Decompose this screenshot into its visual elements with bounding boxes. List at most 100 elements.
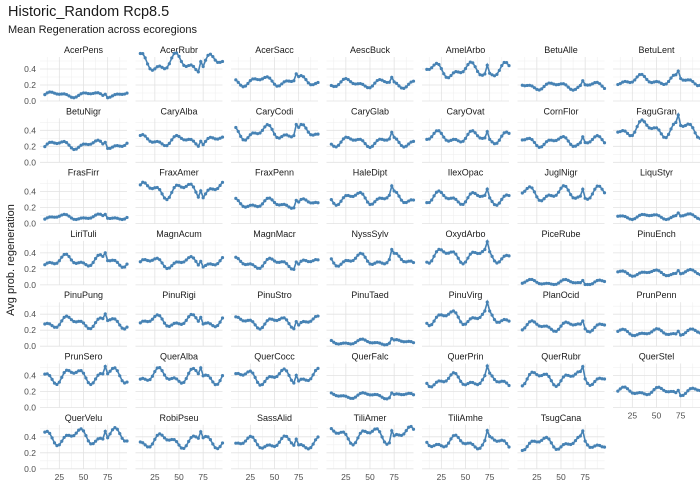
data-point <box>268 196 272 200</box>
data-point <box>583 83 587 87</box>
data-point <box>628 332 632 336</box>
data-point <box>446 251 451 255</box>
data-point <box>425 201 429 205</box>
data-point <box>260 264 265 268</box>
data-point <box>89 382 93 387</box>
data-point <box>329 391 333 395</box>
data-point <box>311 133 315 137</box>
data-point <box>688 267 692 272</box>
data-point <box>478 381 482 385</box>
data-point <box>544 82 549 86</box>
data-point <box>108 369 112 373</box>
data-point <box>535 322 539 326</box>
data-point <box>390 75 394 79</box>
data-point <box>552 139 556 143</box>
data-point <box>361 429 365 433</box>
data-point <box>199 366 203 370</box>
data-point <box>138 440 142 444</box>
data-point <box>284 79 289 83</box>
data-point <box>160 65 164 69</box>
data-point <box>86 380 90 385</box>
data-point <box>50 261 54 265</box>
facet-label: PinuVirg <box>449 290 483 300</box>
data-point <box>674 120 678 125</box>
data-point <box>122 265 127 269</box>
data-point <box>523 84 527 88</box>
data-point <box>110 258 115 262</box>
data-point <box>500 438 504 442</box>
data-point <box>404 429 408 433</box>
facet-label: PrunSero <box>64 352 102 362</box>
data-point <box>55 382 59 387</box>
data-point <box>647 270 651 274</box>
data-point <box>358 137 362 141</box>
data-point <box>669 389 673 394</box>
data-point <box>695 388 700 392</box>
facet-label: CaryOvat <box>446 106 485 116</box>
data-point <box>292 443 296 447</box>
data-point <box>122 327 127 331</box>
data-point <box>108 259 112 263</box>
data-point <box>141 180 145 184</box>
data-point <box>179 136 184 140</box>
data-point <box>434 190 439 194</box>
data-point <box>576 142 580 147</box>
data-point <box>679 123 683 128</box>
data-point <box>309 260 313 264</box>
data-point <box>691 386 695 390</box>
data-point <box>691 213 695 217</box>
data-point <box>110 94 115 98</box>
data-point <box>695 84 700 88</box>
data-point <box>150 317 155 321</box>
data-point <box>645 123 649 127</box>
data-point <box>404 85 408 89</box>
data-point <box>480 312 485 317</box>
data-point <box>407 391 411 395</box>
data-point <box>120 217 124 222</box>
data-point <box>578 434 582 438</box>
data-point <box>674 332 678 336</box>
data-point <box>69 370 74 374</box>
data-point <box>578 369 582 374</box>
data-point <box>77 428 81 432</box>
data-point <box>258 383 262 387</box>
data-point <box>344 258 348 263</box>
data-point <box>566 373 570 378</box>
data-point <box>520 138 524 142</box>
data-point <box>120 144 124 148</box>
data-point <box>356 253 360 257</box>
data-point <box>201 265 205 269</box>
data-point <box>598 322 602 326</box>
data-point <box>674 214 678 218</box>
data-point <box>683 123 688 128</box>
data-point <box>277 440 281 444</box>
data-point <box>621 385 625 389</box>
data-point <box>527 136 532 140</box>
data-point <box>475 383 480 387</box>
data-point <box>253 438 257 443</box>
data-point <box>485 130 489 134</box>
data-point <box>475 447 480 451</box>
data-point <box>657 128 661 132</box>
data-point <box>449 373 453 377</box>
data-point <box>304 78 308 82</box>
data-point <box>525 137 529 141</box>
data-point <box>642 120 647 124</box>
data-point <box>208 438 213 442</box>
data-point <box>390 130 394 134</box>
data-point <box>62 212 66 216</box>
data-point <box>571 374 575 378</box>
data-point <box>67 315 71 319</box>
data-point <box>380 137 384 141</box>
data-point <box>483 309 487 313</box>
data-point <box>145 378 150 382</box>
data-point <box>483 439 487 443</box>
data-point <box>206 53 210 57</box>
data-point <box>191 64 196 69</box>
data-point <box>463 442 468 446</box>
data-point <box>459 202 463 206</box>
data-point <box>341 341 346 345</box>
data-point <box>411 341 416 345</box>
facet-label: PinuEnch <box>637 229 676 239</box>
